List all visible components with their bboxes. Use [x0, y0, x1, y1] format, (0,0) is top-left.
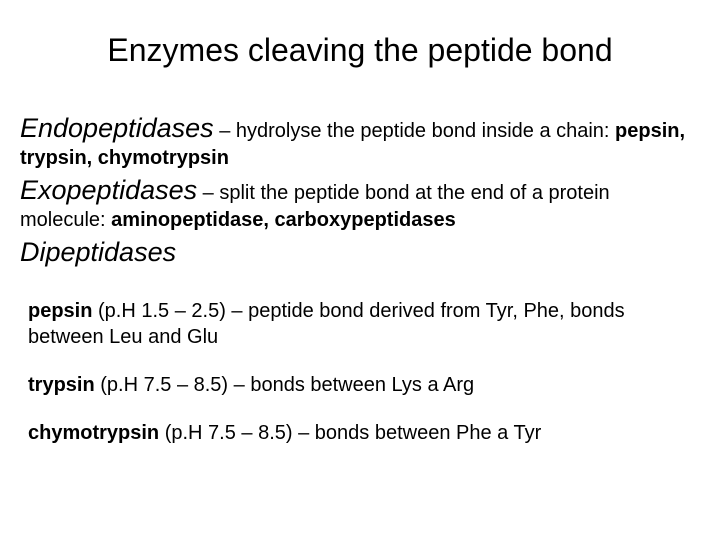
- slide-container: Enzymes cleaving the peptide bond Endope…: [0, 0, 720, 540]
- chymotrypsin-rest: (p.H 7.5 – 8.5) – bonds between Phe a Ty…: [159, 422, 541, 444]
- exopeptidases-section: Exopeptidases – split the peptide bond a…: [20, 173, 692, 233]
- slide-title: Enzymes cleaving the peptide bond: [28, 32, 692, 69]
- definitions-block: Endopeptidases – hydrolyse the peptide b…: [20, 111, 692, 270]
- exopeptidases-def-bold: aminopeptidase, carboxypeptidases: [111, 209, 456, 231]
- notes-block: pepsin (p.H 1.5 – 2.5) – peptide bond de…: [28, 298, 692, 446]
- chymotrypsin-note: chymotrypsin (p.H 7.5 – 8.5) – bonds bet…: [28, 420, 692, 446]
- pepsin-note: pepsin (p.H 1.5 – 2.5) – peptide bond de…: [28, 298, 692, 350]
- exopeptidases-term: Exopeptidases: [20, 175, 197, 205]
- trypsin-rest: (p.H 7.5 – 8.5) – bonds between Lys a Ar…: [95, 374, 475, 396]
- chymotrypsin-bold: chymotrypsin: [28, 422, 159, 444]
- endopeptidases-def-pre: – hydrolyse the peptide bond inside a ch…: [214, 120, 615, 142]
- spacer: [28, 272, 692, 298]
- dipeptidases-term: Dipeptidases: [20, 237, 176, 267]
- pepsin-rest: (p.H 1.5 – 2.5) – peptide bond derived f…: [28, 300, 625, 348]
- trypsin-bold: trypsin: [28, 374, 95, 396]
- trypsin-note: trypsin (p.H 7.5 – 8.5) – bonds between …: [28, 372, 692, 398]
- endopeptidases-section: Endopeptidases – hydrolyse the peptide b…: [20, 111, 692, 171]
- endopeptidases-term: Endopeptidases: [20, 113, 214, 143]
- dipeptidases-section: Dipeptidases: [20, 235, 692, 270]
- pepsin-bold: pepsin: [28, 300, 92, 322]
